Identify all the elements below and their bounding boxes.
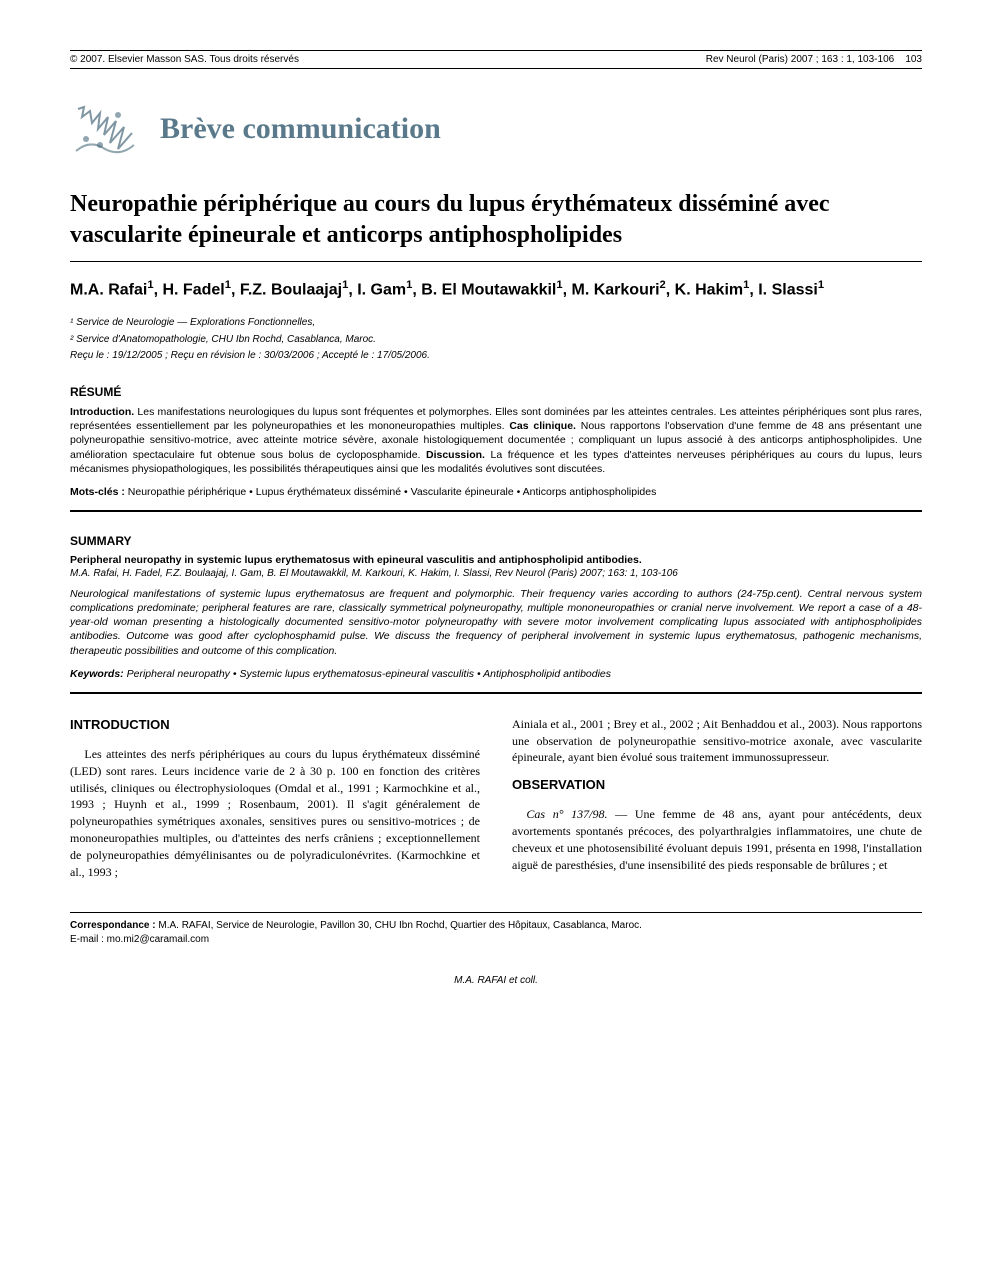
correspondence-text: M.A. RAFAI, Service de Neurologie, Pavil… [158,920,642,931]
header-right: Rev Neurol (Paris) 2007 ; 163 : 1, 103-1… [706,54,922,65]
correspondence-email: E-mail : mo.mi2@caramail.com [70,934,209,945]
affiliation-2: ² Service d'Anatomopathologie, CHU Ibn R… [70,333,922,347]
keywords-label-en: Keywords: [70,668,124,680]
summary-heading: SUMMARY [70,534,922,548]
journal-logo-icon [70,99,140,159]
keywords-label-fr: Mots-clés : [70,486,125,498]
resume-keywords: Mots-clés : Neuropathie périphérique • L… [70,486,922,512]
correspondence-block: Correspondance : M.A. RAFAI, Service de … [70,912,922,947]
introduction-continuation: Ainiala et al., 2001 ; Brey et al., 2002… [512,716,922,766]
article-dates: Reçu le : 19/12/2005 ; Reçu en révision … [70,350,922,361]
article-title: Neuropathie périphérique au cours du lup… [70,189,922,262]
left-column: INTRODUCTION Les atteintes des nerfs pér… [70,716,480,891]
correspondence-label: Correspondance : [70,920,156,931]
affiliation-1: ¹ Service de Neurologie — Explorations F… [70,316,922,330]
keywords-text-fr: Neuropathie périphérique • Lupus érythém… [128,486,657,498]
body-columns: INTRODUCTION Les atteintes des nerfs pér… [70,716,922,891]
summary-keywords: Keywords: Peripheral neuropathy • System… [70,668,922,694]
resume-body: Introduction. Les manifestations neurolo… [70,405,922,476]
observation-paragraph: Cas n° 137/98. — Une femme de 48 ans, ay… [512,806,922,873]
running-header: © 2007. Elsevier Masson SAS. Tous droits… [70,50,922,69]
author-list: M.A. Rafai1, H. Fadel1, F.Z. Boulaajaj1,… [70,278,922,302]
introduction-heading: INTRODUCTION [70,716,480,734]
right-column: Ainiala et al., 2001 ; Brey et al., 2002… [512,716,922,891]
introduction-paragraph: Les atteintes des nerfs périphériques au… [70,746,480,880]
summary-citation: M.A. Rafai, H. Fadel, F.Z. Boulaajaj, I.… [70,568,922,579]
section-heading: Brève communication [160,112,441,146]
resume-heading: RÉSUMÉ [70,385,922,399]
keywords-text-en: Peripheral neuropathy • Systemic lupus e… [127,668,611,680]
header-left: © 2007. Elsevier Masson SAS. Tous droits… [70,54,299,65]
summary-body: Neurological manifestations of systemic … [70,587,922,658]
section-header-row: Brève communication [70,99,922,159]
observation-heading: OBSERVATION [512,776,922,794]
page-container: © 2007. Elsevier Masson SAS. Tous droits… [0,0,992,1026]
summary-title: Peripheral neuropathy in systemic lupus … [70,554,922,566]
footer-author: M.A. RAFAI et coll. [70,975,922,986]
